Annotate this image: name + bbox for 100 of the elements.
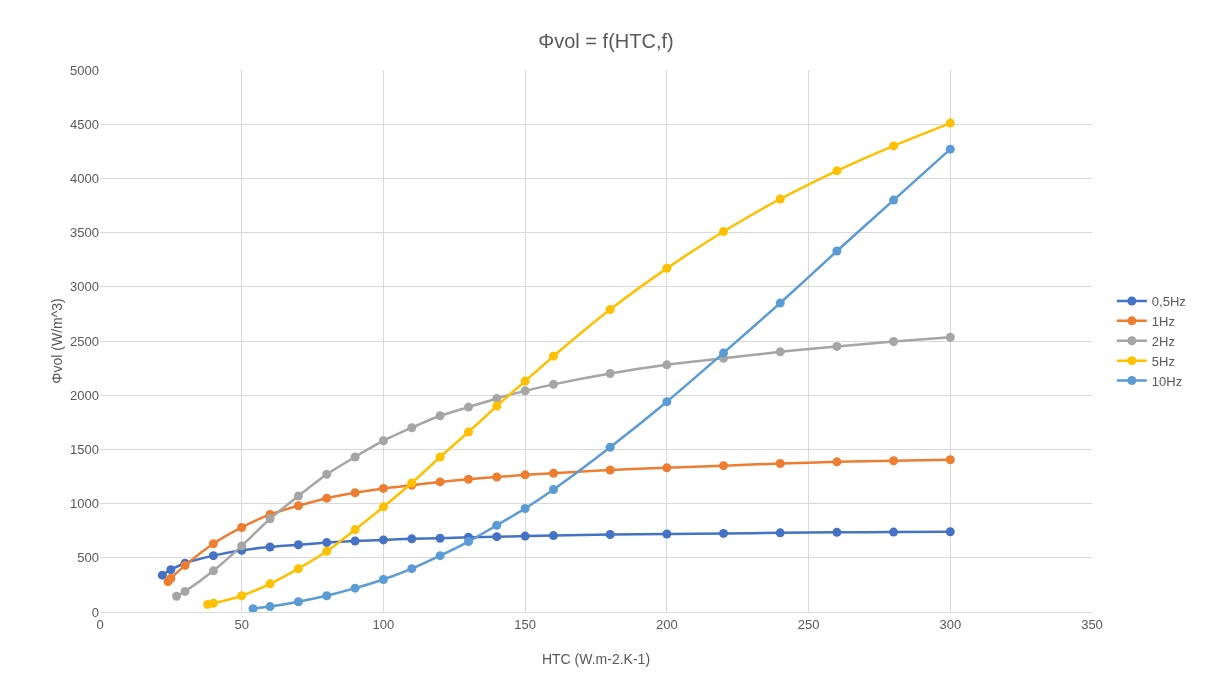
point [293, 491, 303, 501]
point [322, 469, 332, 479]
y-tick-label: 4000 [70, 170, 99, 186]
point [350, 525, 360, 535]
legend-label: 10Hz [1151, 373, 1183, 389]
point [520, 503, 530, 513]
point [435, 452, 445, 462]
point [435, 551, 445, 561]
legend-label: 2Hz [1151, 333, 1175, 349]
x-tick-label: 200 [656, 616, 678, 632]
point [945, 455, 955, 465]
point [293, 564, 303, 574]
point [775, 528, 785, 538]
point [435, 533, 445, 543]
point [322, 493, 332, 503]
y-tick-label: 0 [91, 604, 99, 620]
point [548, 531, 558, 541]
point [463, 474, 473, 484]
point [265, 602, 275, 612]
point [492, 532, 502, 542]
point [605, 442, 615, 452]
point [435, 411, 445, 421]
x-tick-label: 250 [797, 616, 820, 632]
legend-label: 5Hz [1151, 353, 1175, 369]
point [492, 401, 502, 411]
point [237, 591, 247, 601]
y-tick-label: 3500 [70, 225, 99, 241]
point [208, 598, 218, 608]
point [520, 386, 530, 396]
point [237, 522, 247, 532]
point [719, 528, 729, 538]
point [662, 397, 672, 407]
point [378, 436, 388, 446]
y-tick-label: 3000 [70, 279, 99, 295]
point [293, 501, 303, 511]
point [662, 529, 672, 539]
point [322, 546, 332, 556]
point [775, 298, 785, 308]
point [605, 529, 615, 539]
point [463, 427, 473, 437]
point [548, 485, 558, 495]
point [350, 452, 360, 462]
point [350, 488, 360, 498]
point [662, 360, 672, 370]
point [520, 531, 530, 541]
point [208, 566, 218, 576]
x-tick-label: 350 [1081, 616, 1103, 632]
y-axis-title: Φvol (W/m^3) [49, 298, 65, 384]
point [492, 520, 502, 530]
point [775, 458, 785, 468]
point [208, 539, 218, 549]
y-tick-label: 500 [77, 550, 99, 566]
point [945, 332, 955, 342]
point [775, 347, 785, 357]
y-tick-label: 2500 [70, 333, 99, 349]
point [889, 141, 899, 151]
legend-label: 0,5Hz [1151, 294, 1186, 310]
x-tick-label: 50 [234, 616, 249, 632]
point [492, 472, 502, 482]
point [293, 540, 303, 550]
point [378, 574, 388, 584]
point [166, 565, 176, 575]
point [208, 551, 218, 561]
legend-label: 1Hz [1151, 313, 1175, 329]
point [520, 470, 530, 480]
y-tick-label: 1000 [70, 496, 99, 512]
point [889, 337, 899, 347]
point [548, 468, 558, 478]
point [548, 351, 558, 361]
x-axis-title: HTC (W.m-2.K-1) [541, 651, 651, 667]
point [605, 369, 615, 379]
chart-title: Φvol = f(HTC,f) [538, 30, 674, 53]
y-tick-label: 2000 [70, 387, 99, 403]
point [378, 483, 388, 493]
point [265, 579, 275, 589]
point [832, 341, 842, 351]
point [832, 457, 842, 467]
point [322, 538, 332, 548]
point [407, 423, 417, 433]
point [463, 402, 473, 412]
point [265, 514, 275, 524]
point [889, 456, 899, 466]
point [237, 541, 247, 551]
x-tick-label: 300 [939, 616, 962, 632]
point [945, 144, 955, 154]
point [548, 379, 558, 389]
point [157, 570, 167, 580]
point [832, 246, 842, 256]
y-tick-label: 1500 [70, 441, 99, 457]
point [520, 376, 530, 386]
point [605, 465, 615, 475]
x-tick-label: 100 [372, 616, 395, 632]
point [265, 542, 275, 552]
point [492, 393, 502, 403]
point [293, 597, 303, 607]
point [378, 535, 388, 545]
point [322, 591, 332, 601]
point [719, 227, 729, 237]
point [463, 537, 473, 547]
point [378, 502, 388, 512]
